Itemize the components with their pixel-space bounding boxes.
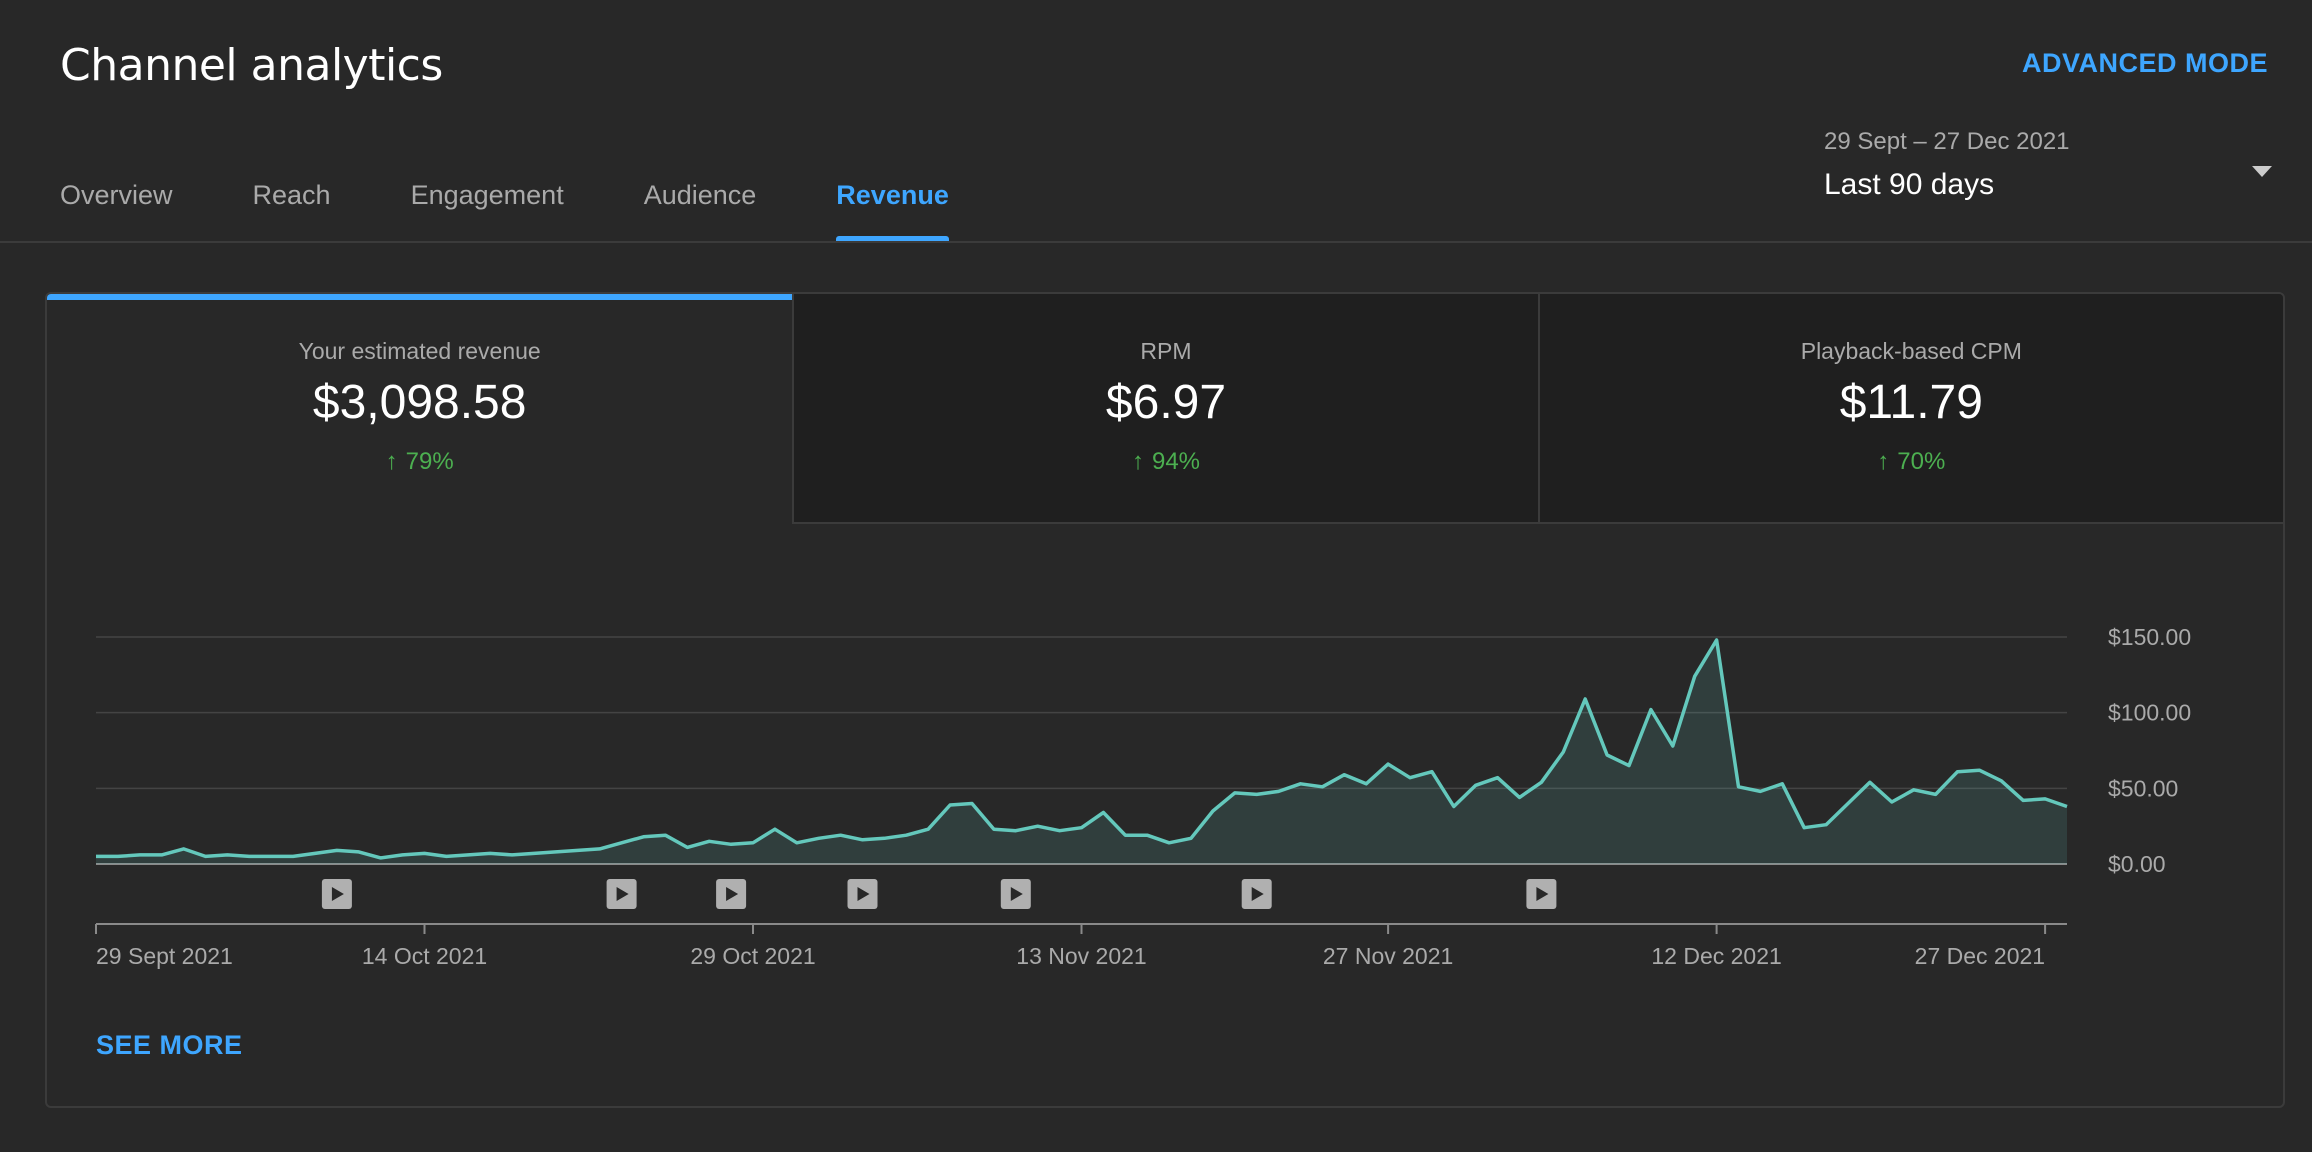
metric-change: ↑ 94% [794,448,1537,476]
x-tick-label: 13 Nov 2021 [1016,943,1146,969]
chevron-down-icon [2252,166,2272,177]
metric-change-value: 70% [1897,448,1946,475]
page-title: Channel analytics [60,40,443,91]
tab-overview[interactable]: Overview [60,180,173,210]
metric-value: $6.97 [1105,376,1227,429]
see-more-button[interactable]: SEE MORE [96,1030,243,1060]
metric-change: ↑ 70% [1540,448,2283,476]
metric-playback-cpm[interactable]: Playback-based CPM $11.79 ↑ 70% [1537,294,2283,524]
metric-change: ↑ 79% [47,448,792,476]
metric-value: $3,098.58 [312,376,527,429]
metric-tabs: Your estimated revenue $3,098.58 ↑ 79% RP… [47,294,2283,524]
y-tick-label: $50.00 [2108,775,2178,801]
x-tick-label: 14 Oct 2021 [362,943,487,969]
tab-reach[interactable]: Reach [252,180,331,210]
arrow-up-icon: ↑ [385,448,398,475]
date-range-label: Last 90 days [1824,168,1995,201]
x-tick-label: 27 Dec 2021 [1915,943,2045,969]
header-divider [0,241,2312,243]
metric-label: Your estimated revenue [298,338,541,364]
metric-rpm[interactable]: RPM $6.97 ↑ 94% [792,294,1538,524]
play-icon-triangle [1010,887,1023,901]
date-range-text: 29 Sept – 27 Dec 2021 [1824,128,2070,155]
play-icon-triangle [857,887,870,901]
play-icon-triangle [1251,887,1264,901]
x-tick-label: 29 Oct 2021 [690,943,815,969]
date-range-dropdown[interactable]: 29 Sept – 27 Dec 2021 Last 90 days [1824,128,2272,208]
y-tick-label: $150.00 [2108,624,2191,650]
revenue-chart: $0.00 $50.00 $100.00 $150.00 29 Sept 2021 14 … [95,624,2191,969]
arrow-up-icon: ↑ [1877,448,1890,475]
metric-change-value: 94% [1151,448,1201,475]
metric-label: Playback-based CPM [1800,338,2022,364]
metric-value: $11.79 [1839,376,1983,429]
play-icon-triangle [726,887,739,901]
x-tick-label: 29 Sept 2021 [96,943,233,969]
revenue-line [96,638,2068,860]
advanced-mode-button[interactable]: ADVANCED MODE [2021,48,2268,78]
metric-estimated-revenue[interactable]: Your estimated revenue $3,098.58 ↑ 79% [47,294,793,524]
tab-audience[interactable]: Audience [643,180,757,210]
play-icon-triangle [1536,887,1549,901]
x-tick-label: 12 Dec 2021 [1651,943,1781,969]
arrow-up-icon: ↑ [1131,448,1144,475]
tab-engagement[interactable]: Engagement [410,180,564,210]
play-icon-triangle [616,887,629,901]
metric-label: RPM [1140,338,1192,364]
tab-bar: Overview Reach Engagement Audience Reven… [60,158,1029,242]
tab-revenue[interactable]: Revenue [836,158,949,242]
metric-change-value: 79% [405,448,454,475]
revenue-area [96,640,2067,864]
y-tick-label: $100.00 [2108,700,2191,726]
y-tick-label: $0.00 [2108,851,2166,877]
revenue-card: Your estimated revenue $3,098.58 ↑ 79% RP… [45,292,2285,1108]
x-tick-label: 27 Nov 2021 [1323,943,1453,969]
play-icon-triangle [331,887,344,901]
